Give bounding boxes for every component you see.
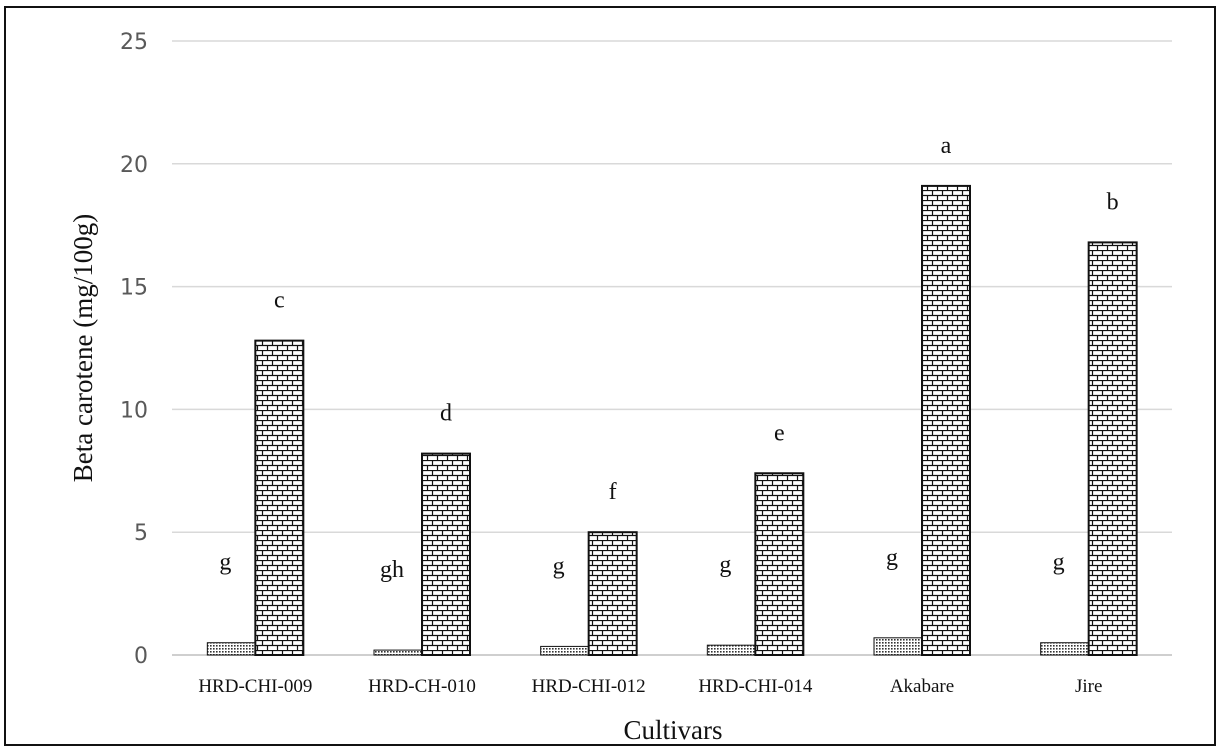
bar-series-2 [587, 531, 638, 657]
bar-series-2 [1087, 241, 1138, 656]
significance-label: gh [380, 557, 404, 583]
bar-series-1 [373, 649, 423, 656]
y-axis-ticks: 0 5 10 15 20 25 [120, 30, 148, 669]
gridlines [172, 40, 1172, 656]
bar-series-1 [206, 642, 256, 656]
x-axis-ticks: HRD-CHI-009 HRD-CH-010 HRD-CHI-012 HRD-CHI-… [198, 676, 1102, 697]
bar-series-1 [706, 644, 756, 656]
y-tick-label: 15 [120, 276, 148, 301]
bars [206, 184, 1138, 657]
significance-label: d [440, 401, 452, 427]
bar-series-1 [873, 637, 923, 656]
y-tick-label: 20 [120, 153, 148, 178]
bar-series-2 [254, 339, 305, 656]
bar-series-1 [1040, 642, 1090, 656]
significance-label: e [774, 420, 785, 446]
significance-label: a [941, 133, 952, 159]
bar-series-2 [921, 184, 971, 657]
x-tick-label: HRD-CHI-009 [198, 676, 312, 697]
y-tick-label: 5 [134, 521, 148, 546]
significance-label: c [274, 288, 285, 314]
bar-series-2 [421, 452, 471, 656]
significance-label: g [553, 553, 565, 579]
significance-label: g [719, 552, 731, 578]
x-tick-label: HRD-CHI-012 [532, 676, 646, 697]
y-axis-title: Beta carotene (mg/100g) [68, 214, 98, 482]
x-tick-label: HRD-CHI-014 [698, 676, 812, 697]
bar-series-2 [754, 472, 805, 657]
x-tick-label: Akabare [890, 676, 954, 697]
significance-label: b [1107, 189, 1119, 215]
significance-label: f [609, 479, 617, 505]
significance-label: g [219, 550, 231, 576]
significance-labels: g c gh d g f g e g a g b [219, 133, 1118, 583]
significance-label: g [1053, 550, 1065, 576]
y-tick-label: 0 [134, 644, 148, 669]
x-tick-label: Jire [1075, 676, 1102, 697]
y-tick-label: 10 [120, 398, 148, 423]
y-tick-label: 25 [120, 30, 148, 55]
x-axis-title: Cultivars [624, 715, 723, 745]
significance-label: g [886, 545, 898, 571]
bar-series-1 [540, 645, 590, 656]
x-tick-label: HRD-CH-010 [368, 676, 476, 697]
